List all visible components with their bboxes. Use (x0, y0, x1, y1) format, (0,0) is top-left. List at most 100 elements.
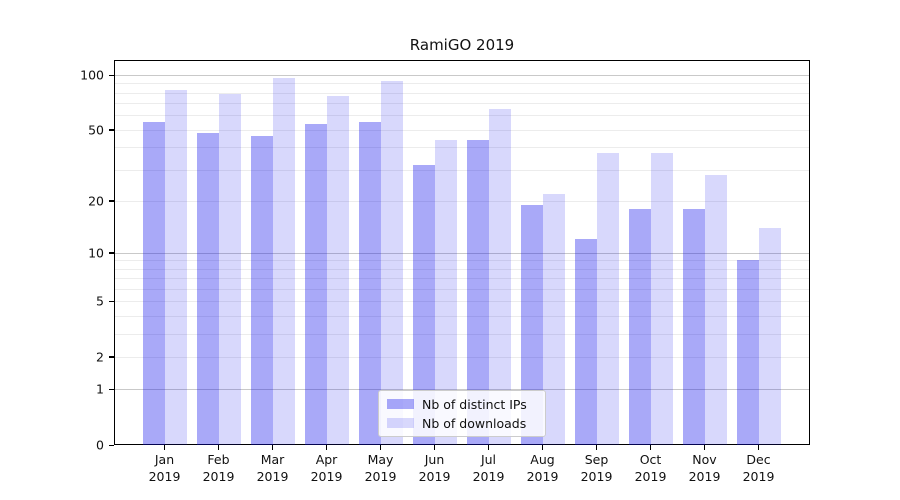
y-tick-mark (108, 129, 114, 131)
legend-label-distinct-ips: Nb of distinct IPs (422, 396, 527, 412)
x-tick-year: 2019 (310, 468, 343, 484)
bar-downloads-dec (758, 227, 781, 445)
gridline-minor (114, 301, 810, 303)
bar-distinct-ips-nov (682, 208, 705, 445)
x-tick-label-nov: Nov 2019 (675, 452, 735, 486)
x-tick-year: 2019 (580, 468, 613, 484)
bar-distinct-ips-may (358, 122, 381, 445)
x-tick-month: Mar (260, 452, 285, 467)
bar-distinct-ips-aug (520, 204, 543, 445)
x-tick-month: Apr (315, 452, 338, 467)
gridline-minor (114, 92, 810, 94)
x-tick-label-jan: Jan 2019 (135, 452, 195, 486)
x-tick-mark (650, 445, 652, 450)
x-tick-year: 2019 (634, 468, 667, 484)
x-tick-label-dec: Dec 2019 (729, 452, 789, 486)
bar-downloads-nov (704, 175, 727, 445)
bar-distinct-ips-apr (304, 123, 327, 445)
chart-title: RamiGO 2019 (409, 36, 515, 54)
x-tick-label-may: May 2019 (351, 452, 411, 486)
gridline-minor (114, 356, 810, 358)
x-tick-year: 2019 (472, 468, 505, 484)
x-tick-month: May (367, 452, 394, 467)
x-tick-label-aug: Aug 2019 (513, 452, 573, 486)
y-tick-mark (108, 356, 114, 358)
x-tick-label-jul: Jul 2019 (459, 452, 519, 486)
y-tick-label: 20 (88, 193, 104, 209)
bar-downloads-apr (326, 95, 349, 445)
x-tick-mark (164, 445, 166, 450)
gridline-minor (114, 83, 810, 85)
gridline-minor (114, 129, 810, 131)
bar-downloads-oct (650, 153, 673, 445)
y-tick-mark (108, 444, 114, 446)
x-tick-label-feb: Feb 2019 (189, 452, 249, 486)
x-tick-label-sep: Sep 2019 (567, 452, 627, 486)
gridline-minor (114, 278, 810, 280)
gridline-minor (114, 268, 810, 270)
y-tick-label: 0 (96, 437, 104, 453)
x-tick-month: Jun (424, 452, 445, 467)
bar-distinct-ips-jun (412, 164, 435, 445)
x-tick-month: Jul (480, 452, 497, 467)
legend: Nb of distinct IPs Nb of downloads (378, 390, 546, 437)
x-tick-year: 2019 (688, 468, 721, 484)
gridline-major (114, 252, 810, 254)
gridline-minor (114, 200, 810, 202)
gridline-minor (114, 147, 810, 149)
x-tick-mark (704, 445, 706, 450)
x-tick-label-mar: Mar 2019 (243, 452, 303, 486)
x-tick-mark (542, 445, 544, 450)
bar-downloads-aug (542, 193, 565, 445)
legend-row-downloads: Nb of downloads (387, 416, 537, 431)
x-tick-month: Nov (692, 452, 717, 467)
gridline-minor (114, 169, 810, 171)
x-tick-month: Oct (639, 452, 662, 467)
x-tick-year: 2019 (742, 468, 775, 484)
x-tick-mark (272, 445, 274, 450)
y-tick-label: 100 (80, 67, 104, 83)
x-tick-label-oct: Oct 2019 (621, 452, 681, 486)
x-tick-year: 2019 (202, 468, 235, 484)
x-tick-mark (596, 445, 598, 450)
bar-distinct-ips-jul (466, 139, 489, 445)
gridline-major (114, 75, 810, 76)
bar-distinct-ips-feb (196, 132, 219, 445)
x-tick-label-apr: Apr 2019 (297, 452, 357, 486)
y-tick-label: 2 (96, 349, 104, 365)
bar-distinct-ips-jan (142, 122, 165, 445)
y-tick-mark (108, 252, 114, 254)
x-tick-mark (380, 445, 382, 450)
bar-distinct-ips-mar (250, 136, 273, 445)
x-tick-year: 2019 (256, 468, 289, 484)
bar-downloads-jan (164, 89, 187, 445)
gridline-minor (114, 115, 810, 117)
y-tick-label: 1 (96, 381, 104, 397)
x-tick-mark (434, 445, 436, 450)
x-tick-mark (758, 445, 760, 450)
x-tick-year: 2019 (418, 468, 451, 484)
x-tick-mark (326, 445, 328, 450)
bar-distinct-ips-dec (736, 260, 759, 445)
legend-row-distinct-ips: Nb of distinct IPs (387, 397, 537, 412)
axis-frame (114, 60, 810, 445)
x-tick-year: 2019 (364, 468, 397, 484)
gridline-minor (114, 103, 810, 105)
y-tick-mark (108, 74, 114, 76)
x-tick-year: 2019 (526, 468, 559, 484)
x-tick-mark (488, 445, 490, 450)
bar-downloads-mar (272, 78, 295, 445)
x-tick-month: Jan (154, 452, 175, 467)
x-tick-month: Aug (530, 452, 555, 467)
x-tick-month: Sep (584, 452, 609, 467)
bar-distinct-ips-sep (574, 239, 597, 445)
bar-downloads-may (380, 80, 403, 445)
y-tick-label: 50 (88, 122, 104, 138)
gridline-major (114, 389, 810, 391)
x-tick-label-jun: Jun 2019 (405, 452, 465, 486)
legend-label-downloads: Nb of downloads (422, 415, 527, 431)
legend-swatch-downloads (387, 418, 414, 428)
gridline-minor (114, 288, 810, 290)
bar-downloads-feb (218, 93, 241, 445)
